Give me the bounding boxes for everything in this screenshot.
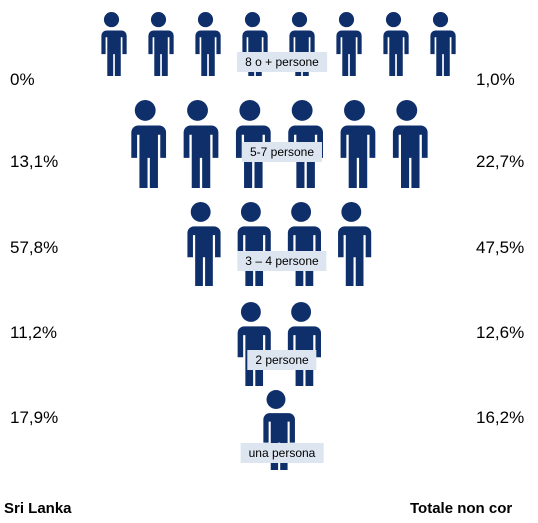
row-label: 5-7 persone [241,142,323,162]
person-icon [131,100,167,188]
icon-head [344,100,365,121]
row-label: 3 – 4 persone [237,251,327,271]
icon-head [396,100,418,121]
row-label: 2 persone [247,350,317,370]
footer-left: Sri Lanka [4,500,72,517]
icon-head [134,100,156,121]
left-value: 11,2% [10,323,57,342]
right-value: 12,6% [476,323,525,342]
icon-body [131,125,167,188]
icon-head [239,100,261,121]
person-icon [237,302,271,386]
footer-right: Totale non cor [410,500,513,517]
person-icon [287,302,321,386]
row-label: 8 o + persone [237,52,327,72]
icon-head [197,12,214,28]
icon-head [187,100,208,121]
right-value: 16,2% [476,408,525,427]
right-value: 47,5% [476,238,525,257]
icon-head [338,12,355,28]
icon-head [432,12,449,28]
person-icon [237,202,271,286]
icon-head [150,12,167,28]
icon-head [240,202,261,222]
icon-head [341,202,362,222]
icon-body [101,30,127,77]
icon-head [291,302,312,322]
icon-head [291,12,308,28]
person-icon [187,202,221,286]
person-icon [340,100,376,188]
icon-head [240,302,261,322]
person-icon [183,100,219,188]
icon-body [148,30,174,77]
icon-head [266,390,286,409]
left-value: 57,8% [10,238,59,257]
person-icon [336,12,362,77]
icon-body [340,125,376,188]
person-icon [101,12,127,77]
left-value: 17,9% [10,408,59,427]
icon-head [291,202,312,222]
icon-body [183,125,219,188]
icon-head [385,12,402,28]
row-label: una persona [240,443,324,463]
person-icon [287,202,321,286]
person-icon [383,12,409,77]
left-value: 13,1% [10,152,59,171]
icon-body [195,30,221,77]
icon-body [187,226,221,286]
person-icon [338,202,372,286]
icon-body [430,30,456,77]
right-value: 22,7% [476,152,525,171]
person-icon [195,12,221,77]
icon-body [383,30,409,77]
person-icon [392,100,428,188]
icon-head [244,12,261,28]
icon-body [338,226,372,286]
icon-body [392,125,428,188]
icon-body [336,30,362,77]
icon-head [291,100,313,121]
right-value: 1,0% [476,70,515,89]
person-icon [148,12,174,77]
icon-head [103,12,120,28]
person-icon [430,12,456,77]
left-value: 0% [10,70,35,89]
icon-head [190,202,211,222]
